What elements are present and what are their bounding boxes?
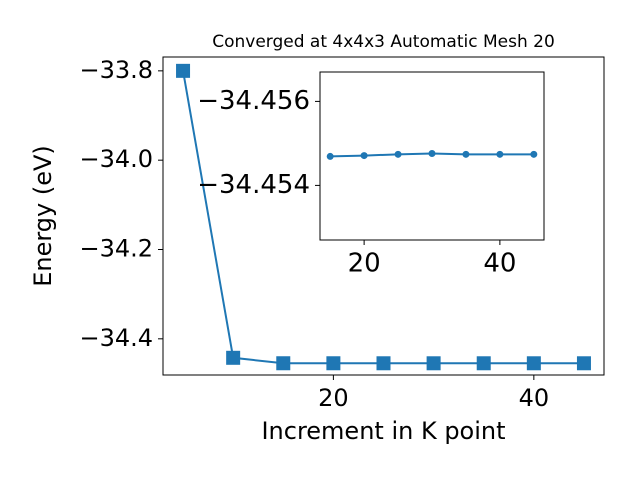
marker bbox=[496, 150, 504, 158]
marker bbox=[530, 150, 538, 158]
marker bbox=[476, 356, 491, 371]
axes-frame bbox=[319, 71, 545, 241]
marker bbox=[376, 356, 391, 371]
marker bbox=[226, 350, 241, 365]
marker bbox=[176, 63, 191, 78]
marker bbox=[526, 356, 541, 371]
y-tick-label: −34.456 bbox=[197, 86, 310, 116]
marker bbox=[428, 149, 436, 157]
marker bbox=[576, 356, 591, 371]
marker bbox=[326, 356, 341, 371]
x-tick-label: 20 bbox=[318, 384, 349, 412]
marker bbox=[326, 152, 334, 160]
x-tick-label: 20 bbox=[348, 249, 381, 279]
x-tick-label: 40 bbox=[483, 249, 516, 279]
marker bbox=[276, 356, 291, 371]
marker bbox=[360, 152, 368, 160]
y-tick-label: −34.4 bbox=[79, 324, 153, 352]
axes-frame bbox=[162, 56, 605, 376]
x-tick-label: 40 bbox=[519, 384, 550, 412]
y-tick-label: −34.454 bbox=[197, 170, 310, 200]
y-tick-label: −34.2 bbox=[79, 234, 153, 262]
marker bbox=[462, 150, 470, 158]
marker bbox=[426, 356, 441, 371]
marker bbox=[394, 150, 402, 158]
y-tick-label: −33.8 bbox=[79, 56, 153, 84]
y-tick-label: −34.0 bbox=[79, 145, 153, 173]
chart-title: Converged at 4x4x3 Automatic Mesh 20 bbox=[212, 32, 555, 52]
y-axis-label: Energy (eV) bbox=[29, 145, 57, 287]
x-axis-label: Increment in K point bbox=[261, 417, 505, 445]
